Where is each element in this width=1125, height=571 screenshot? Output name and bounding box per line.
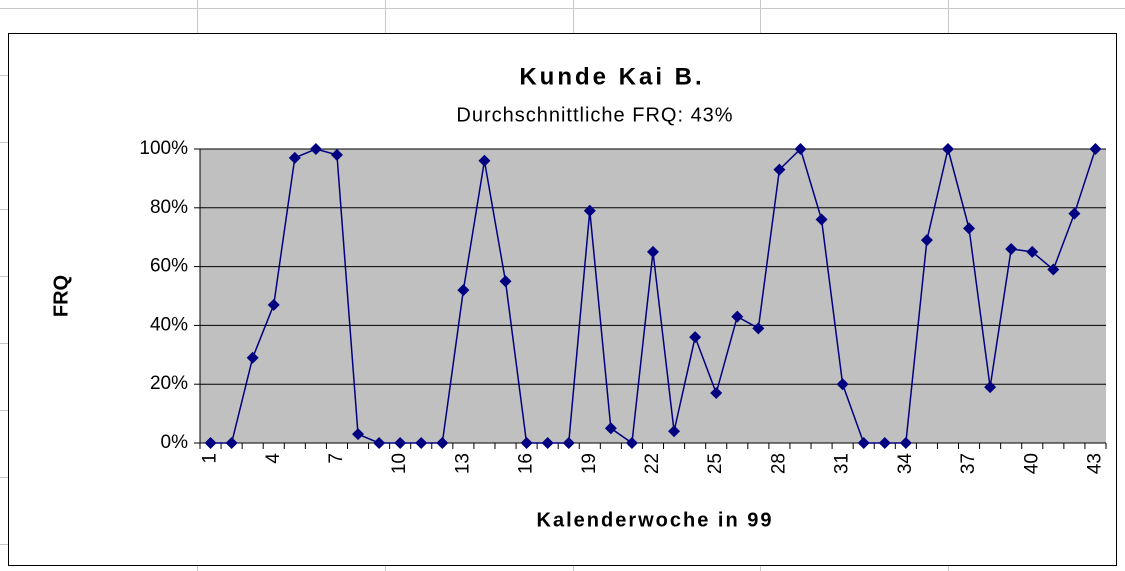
data-point: [941, 143, 954, 155]
x-tick-label: 34: [895, 453, 916, 475]
y-tick-label: 100%: [139, 138, 188, 159]
y-tick-label: 80%: [150, 197, 188, 218]
x-tick-label: 16: [516, 453, 537, 474]
plot: 0% 20% 40% 60% 80% 100% 1 4 7 10 13 16 19 22 25 28 31 34 3…: [139, 138, 1107, 475]
chart-title: Kunde Kai B.: [519, 63, 704, 90]
data-point: [352, 428, 365, 441]
data-point: [625, 437, 638, 449]
data-point: [794, 143, 807, 155]
y-tick-label: 0%: [161, 432, 189, 453]
x-tick-label: 22: [642, 453, 663, 474]
data-point: [668, 425, 681, 438]
data-point: [1089, 143, 1102, 155]
plot-area: [200, 149, 1106, 443]
data-point: [204, 437, 217, 449]
x-tick-label: 31: [832, 453, 853, 474]
data-point: [583, 204, 596, 217]
data-point: [1005, 242, 1018, 255]
data-point: [267, 298, 280, 311]
data-point: [1047, 263, 1060, 276]
x-tick-label: 10: [389, 453, 410, 474]
x-tick-label: 4: [263, 453, 284, 464]
y-tick-label: 60%: [150, 256, 188, 277]
data-point: [857, 437, 870, 449]
data-point: [647, 245, 659, 258]
y-tick-label: 20%: [150, 373, 188, 394]
data-point: [878, 437, 891, 449]
data-point: [225, 437, 238, 449]
y-tick-label: 40%: [150, 314, 188, 335]
data-point: [604, 422, 617, 435]
data-point: [520, 437, 533, 449]
data-point: [920, 234, 933, 247]
data-point: [984, 381, 997, 394]
y-axis-title: FRQ: [50, 275, 72, 317]
data-point: [752, 322, 765, 335]
data-point: [309, 143, 322, 155]
data-point: [415, 437, 428, 449]
x-tick-label: 25: [705, 453, 726, 474]
data-point: [436, 437, 449, 449]
x-tick-label: 28: [768, 453, 789, 474]
data-point: [478, 154, 491, 167]
data-point: [373, 437, 386, 449]
x-tick-label: 40: [1021, 453, 1042, 474]
data-point: [815, 213, 828, 226]
x-tick-label: 43: [1084, 453, 1105, 474]
x-tick-label: 7: [326, 453, 347, 464]
x-tick-label: 37: [958, 453, 979, 474]
data-point: [773, 163, 786, 176]
x-tick-label: 1: [200, 453, 221, 464]
data-point: [899, 437, 912, 449]
data-point: [394, 437, 407, 449]
data-point: [330, 148, 343, 161]
data-point: [499, 275, 512, 288]
x-axis-title: Kalenderwoche in 99: [537, 509, 774, 531]
data-point: [1026, 245, 1039, 258]
chart-subtitle: Durchschnittliche FRQ: 43%: [456, 104, 733, 126]
data-point: [710, 387, 723, 400]
data-point: [731, 310, 744, 323]
data-point: [1068, 207, 1081, 220]
data-point: [457, 284, 470, 297]
data-point: [689, 331, 702, 344]
data-point: [288, 151, 301, 164]
data-point: [963, 222, 976, 235]
data-point: [246, 351, 259, 364]
x-tick-label: 13: [452, 453, 473, 474]
data-point: [836, 378, 849, 391]
data-point: [562, 437, 575, 449]
x-tick-label: 19: [579, 453, 600, 474]
data-point: [541, 437, 554, 449]
